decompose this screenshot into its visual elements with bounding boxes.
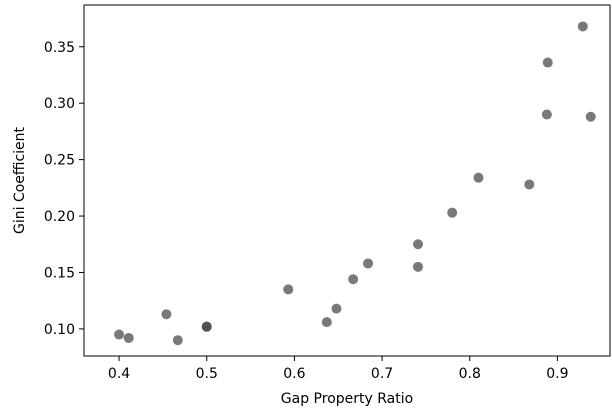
data-point <box>331 303 342 314</box>
data-points <box>114 21 596 346</box>
data-point <box>114 329 125 340</box>
y-tick-label: 0.20 <box>44 209 75 225</box>
data-point <box>577 21 588 32</box>
y-tick-label: 0.25 <box>44 153 75 169</box>
data-point <box>161 309 172 320</box>
data-point <box>201 321 212 332</box>
y-tick-label: 0.10 <box>44 322 75 338</box>
x-tick-label: 0.9 <box>546 366 568 382</box>
data-point <box>447 207 458 218</box>
data-point <box>585 111 596 122</box>
data-point <box>321 317 332 328</box>
x-tick-label: 0.6 <box>283 366 305 382</box>
y-tick-label: 0.35 <box>44 40 75 56</box>
data-point <box>524 179 535 190</box>
data-point <box>542 57 553 68</box>
data-point <box>541 109 552 120</box>
data-point <box>172 335 183 346</box>
y-axis-ticks: 0.10 0.15 0.20 0.25 0.30 0.35 <box>44 40 84 338</box>
x-axis-label: Gap Property Ratio <box>281 391 413 407</box>
data-point <box>123 332 134 343</box>
data-point <box>473 172 484 183</box>
data-point <box>413 261 424 272</box>
data-point <box>283 284 294 295</box>
y-tick-label: 0.30 <box>44 96 75 112</box>
data-point <box>413 239 424 250</box>
data-point <box>363 258 374 269</box>
x-tick-label: 0.7 <box>371 366 393 382</box>
y-axis-label: Gini Coefficient <box>12 126 28 234</box>
x-tick-label: 0.4 <box>108 366 130 382</box>
y-tick-label: 0.15 <box>44 265 75 281</box>
x-tick-label: 0.5 <box>196 366 218 382</box>
plot-frame <box>83 4 611 357</box>
data-point <box>348 274 359 285</box>
x-axis-ticks: 0.4 0.5 0.6 0.7 0.8 0.9 <box>108 356 569 382</box>
x-tick-label: 0.8 <box>459 366 481 382</box>
